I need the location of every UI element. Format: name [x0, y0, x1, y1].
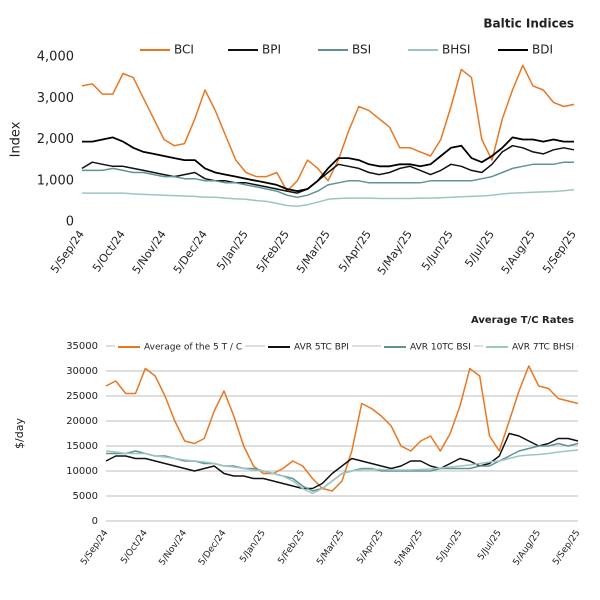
series-line: [82, 136, 574, 193]
legend-label: BCI: [174, 43, 194, 57]
legend-label: BSI: [352, 43, 371, 57]
series-line: [82, 161, 574, 199]
series-line: [105, 432, 579, 490]
y-tick-label: 5000: [73, 491, 98, 502]
legend-bg: [381, 339, 474, 355]
x-tick-label: 5/Sep/25: [540, 228, 579, 276]
legend-bg: [265, 339, 352, 355]
legend-label: AVR 5TC BPI: [294, 343, 349, 353]
y-tick-label: 10000: [66, 466, 98, 477]
x-tick-label: 5/Sep/24: [48, 228, 87, 276]
y-tick-label: 1,000: [37, 173, 74, 188]
x-tick-label: 5/Mar/25: [294, 228, 333, 276]
x-tick-label: 5/Dec/24: [171, 228, 210, 276]
legend-bg: [115, 339, 246, 355]
series-line: [81, 144, 575, 194]
x-tick-label: 5/Apr/25: [336, 228, 374, 274]
x-tick-label: 5/Jun/25: [435, 528, 465, 564]
legend-bg: [405, 42, 474, 58]
x-tick-label: 5/Mar/25: [315, 528, 346, 567]
series-line: [105, 365, 579, 492]
x-tick-label: 5/Jul/25: [462, 228, 497, 270]
x-tick-label: 5/Feb/25: [254, 228, 292, 275]
x-tick-label: 5/Jan/25: [214, 228, 251, 273]
y-tick-label: 0: [92, 516, 98, 527]
x-tick-label: 5/Nov/24: [158, 528, 190, 567]
chart-title: Baltic Indices: [483, 17, 574, 31]
legend-bg: [483, 339, 578, 355]
series-line: [82, 189, 575, 208]
legend-label: BPI: [262, 43, 281, 57]
x-tick-label: 5/May/25: [393, 528, 425, 568]
y-tick-label: 35000: [66, 341, 98, 352]
x-tick-label: 5/Jun/25: [419, 228, 456, 273]
series-line: [105, 449, 579, 495]
y-axis-label: $/day: [13, 418, 26, 449]
y-axis-label: Index: [9, 121, 24, 157]
x-tick-label: 5/Dec/24: [197, 528, 229, 567]
x-tick-label: 5/Sep/24: [79, 528, 110, 567]
x-tick-label: 5/Oct/24: [90, 228, 128, 274]
x-tick-label: 5/Sep/25: [551, 528, 582, 567]
legend-label: BHSI: [442, 43, 470, 57]
x-tick-label: 5/May/25: [375, 228, 415, 277]
y-tick-label: 25000: [66, 391, 98, 402]
x-tick-label: 5/Nov/24: [130, 228, 169, 276]
legend-label: AVR 10TC BSI: [410, 343, 471, 353]
legend-label: BDI: [532, 43, 553, 57]
x-tick-label: 5/Apr/25: [355, 528, 385, 566]
legend-label: AVR 7TC BHSI: [512, 343, 574, 353]
y-tick-label: 4,000: [37, 50, 74, 65]
x-tick-label: 5/Aug/25: [499, 228, 538, 276]
y-tick-label: 15000: [66, 441, 98, 452]
x-tick-label: 5/Feb/25: [277, 528, 308, 566]
legend-label: Average of the 5 T / C: [144, 343, 242, 353]
x-tick-label: 5/Oct/24: [119, 528, 150, 566]
y-tick-label: 0: [66, 215, 74, 230]
x-tick-label: 5/Aug/25: [512, 528, 544, 567]
y-tick-label: 2,000: [37, 132, 74, 147]
x-tick-label: 5/Jan/25: [238, 528, 267, 564]
x-tick-label: 5/Jul/25: [476, 528, 504, 562]
chart-title: Average T/C Rates: [471, 315, 574, 326]
y-tick-label: 30000: [66, 366, 98, 377]
y-tick-label: 20000: [66, 416, 98, 427]
series-line: [81, 64, 575, 192]
y-tick-label: 3,000: [37, 91, 74, 106]
